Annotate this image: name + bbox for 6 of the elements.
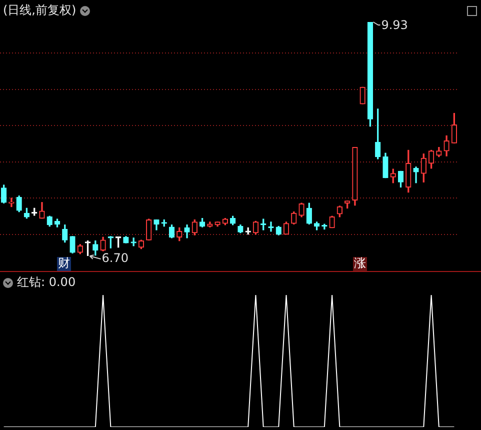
annotation: 6.70 [102, 251, 128, 266]
annotation: 9.93 [381, 18, 408, 32]
annotation: 财 [58, 256, 70, 270]
chart-title: 红钻: 0.00 [17, 274, 76, 291]
chart-title: (日线,前复权) [3, 2, 76, 19]
annotation: 涨 [354, 256, 366, 270]
